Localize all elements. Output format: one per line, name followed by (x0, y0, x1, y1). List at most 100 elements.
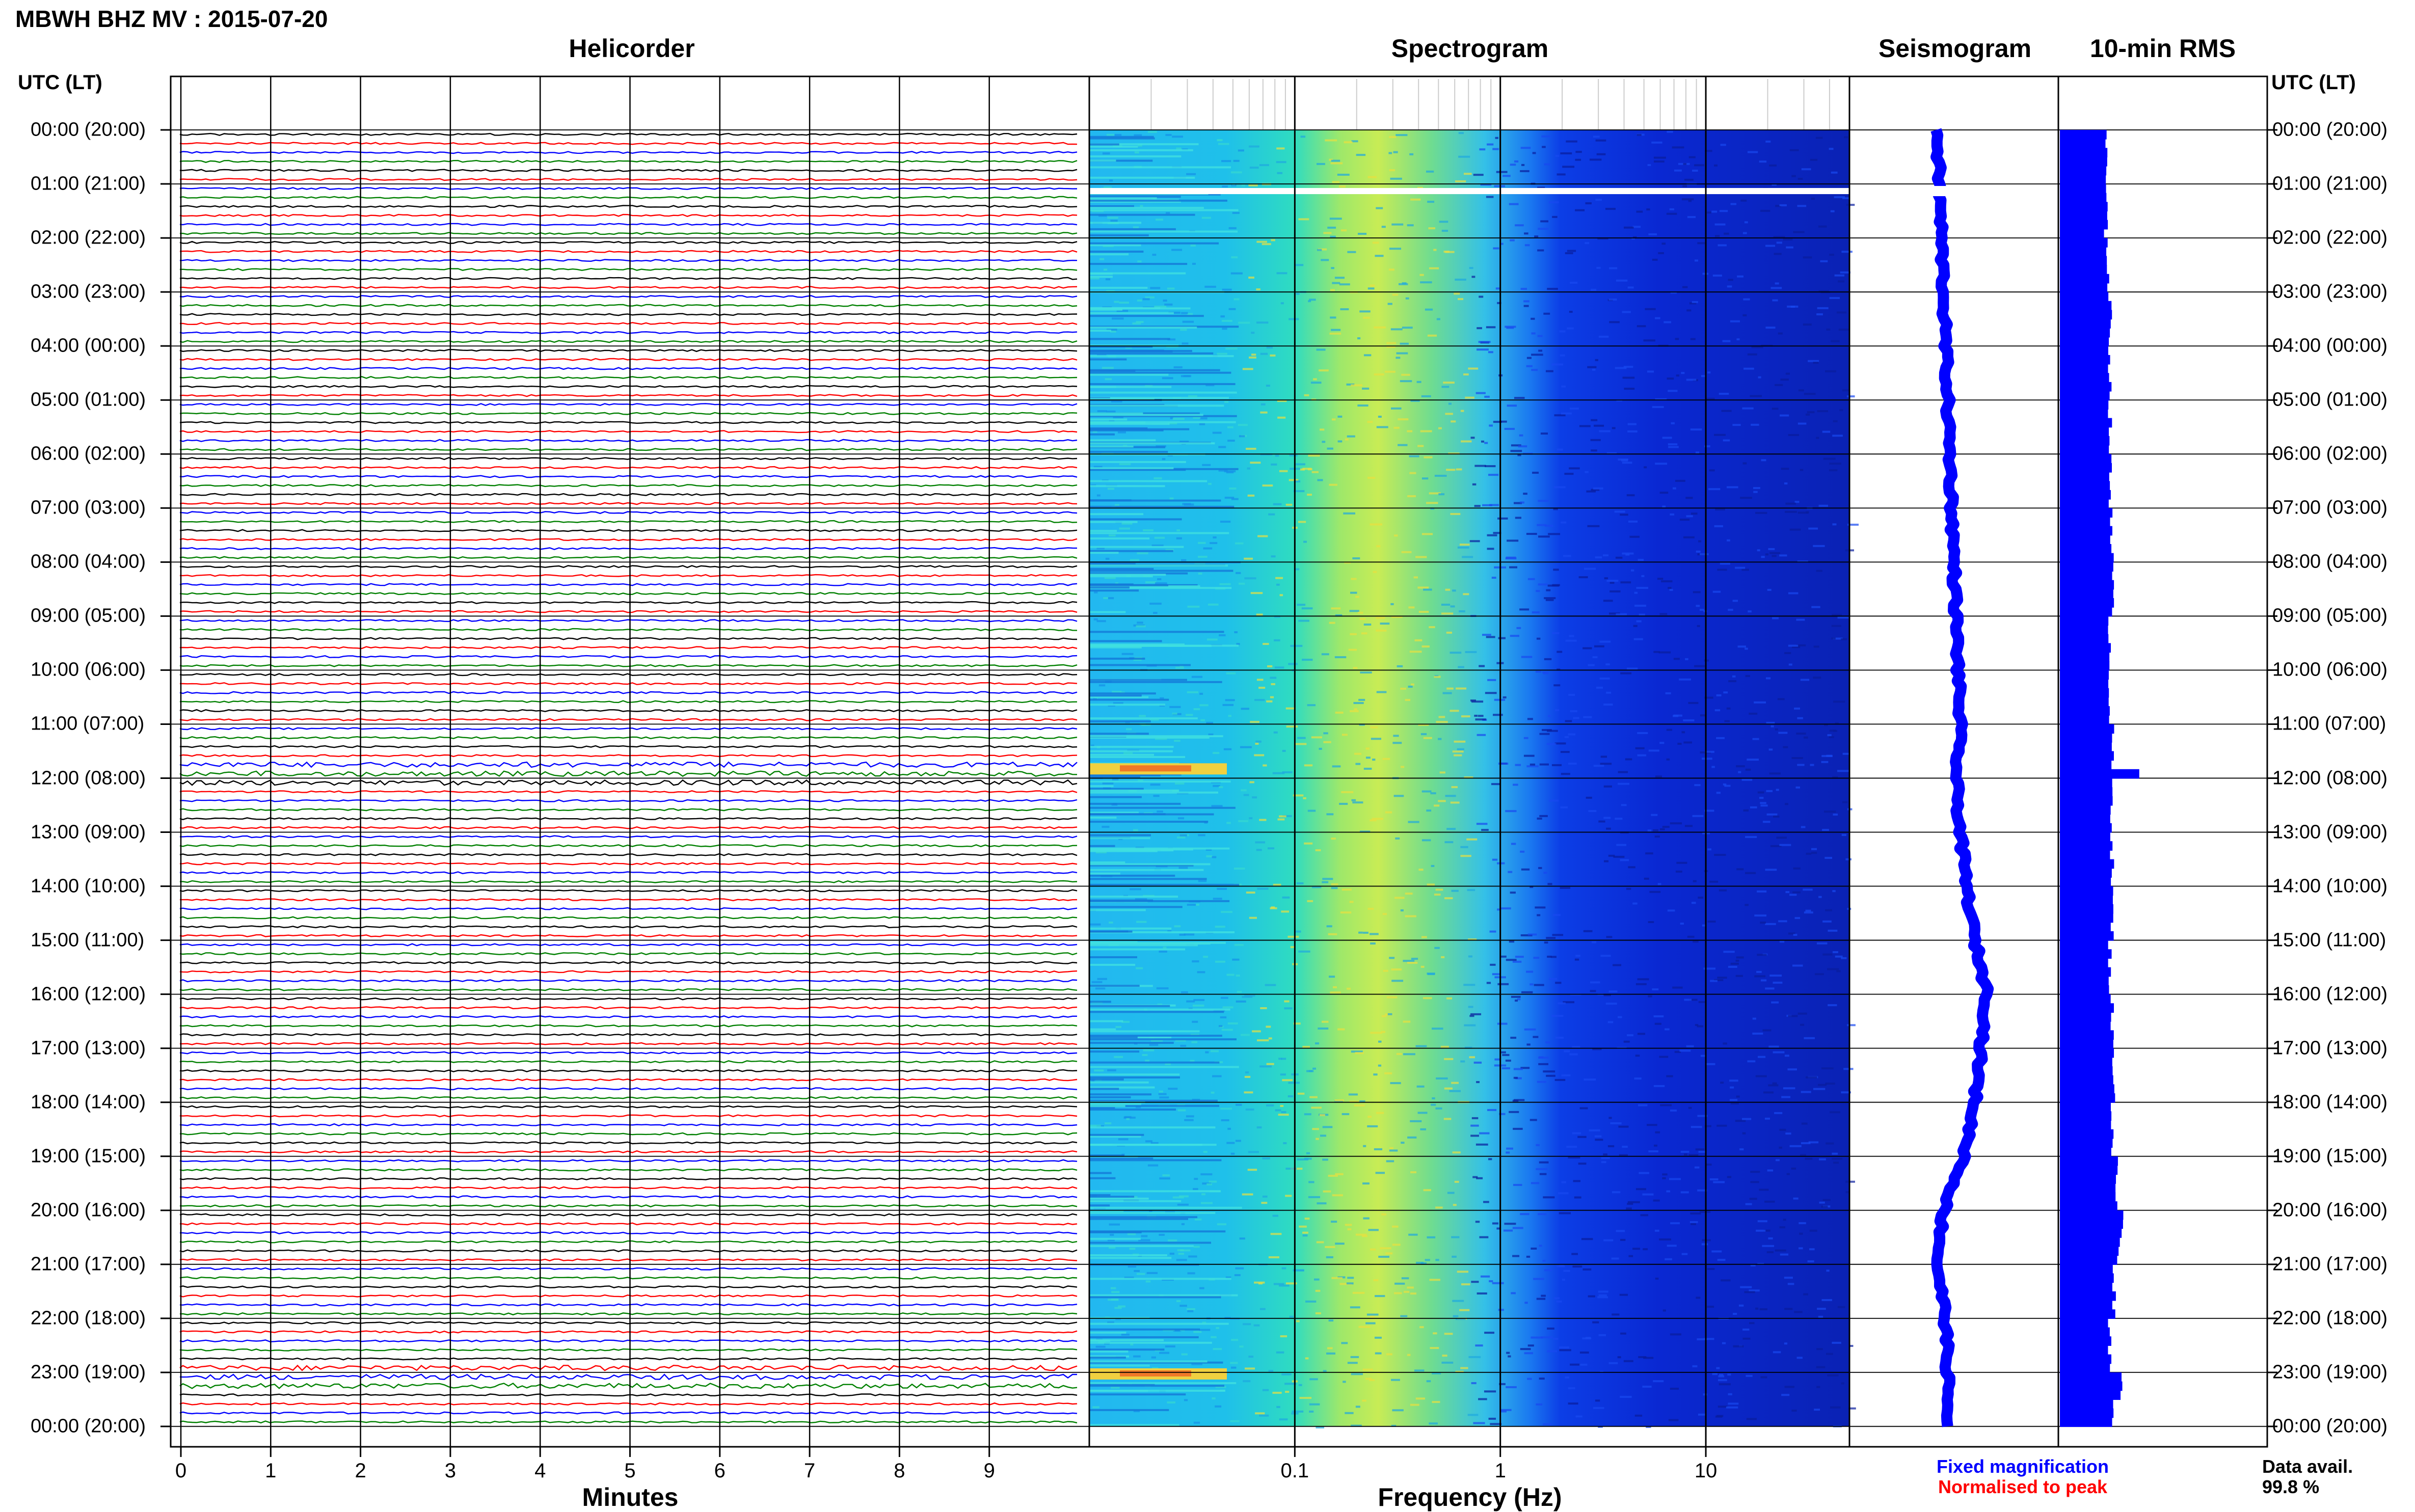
spectrogram-cell (1249, 167, 1259, 169)
spectrogram-band (1089, 883, 1240, 886)
spectrogram-cell (1524, 232, 1528, 235)
hour-label-left: 22:00 (18:00) (31, 1307, 146, 1329)
spectrogram-cell (1719, 889, 1727, 892)
spectrogram-band (1089, 1389, 1225, 1392)
helicorder-trace (179, 1393, 1078, 1397)
spectrogram-cell (1602, 554, 1608, 557)
spectrogram-band (1089, 1172, 1112, 1174)
spectrogram-cell (1347, 1277, 1354, 1279)
spectrogram-cell (1172, 136, 1184, 138)
spectrogram-cell (1457, 546, 1469, 549)
spectrogram-cell (1842, 752, 1849, 755)
spectrogram-cell (1645, 308, 1656, 310)
spectrogram-cell (1489, 1280, 1493, 1282)
rms-bar (2060, 589, 2113, 599)
spectrogram-cell (1801, 1122, 1808, 1125)
spectrogram-cell (1533, 1278, 1544, 1280)
spectrogram-cell (1497, 983, 1509, 985)
spectrogram-cell (1652, 258, 1658, 261)
spectrogram-cell (1295, 463, 1305, 466)
spectrogram-cell (1149, 602, 1162, 605)
spectrogram-cell (1829, 297, 1840, 300)
spectrogram-cell (1433, 249, 1437, 251)
spectrogram-cell (1728, 680, 1737, 683)
spectrogram-cell (1779, 940, 1785, 943)
spectrogram-cell (1461, 715, 1470, 718)
spectrogram-cell (1536, 637, 1541, 640)
spectrogram-cell (1421, 533, 1433, 535)
spectrogram-cell (1823, 457, 1836, 460)
spectrogram-cell (1749, 1289, 1760, 1292)
spectrogram-cell (1184, 1399, 1188, 1401)
spectrogram-cell (1541, 135, 1551, 138)
spectrogram-cell (1697, 1338, 1707, 1340)
spectrogram-cell (1443, 382, 1455, 384)
spectrogram-cell (1325, 1246, 1335, 1248)
spectrogram-cell (1625, 758, 1632, 761)
spectrogram-cell (1349, 610, 1359, 612)
spectrogram-cell (1843, 1068, 1854, 1070)
spectrogram-cell (1232, 958, 1240, 961)
spectrogram-cell (1643, 1248, 1648, 1251)
spectrogram-cell (1778, 732, 1788, 734)
spectrogram-cell (1511, 843, 1516, 845)
helicorder-trace (179, 205, 1078, 208)
spectrogram-cell (1492, 973, 1501, 976)
spectrogram-cell (1687, 935, 1695, 938)
spectrogram-cell (1592, 941, 1597, 943)
spectrogram-cell (1424, 456, 1433, 458)
spectrogram-cell (1697, 625, 1700, 627)
spectrogram-band (1089, 1001, 1111, 1003)
spectrogram-cell (1215, 1405, 1222, 1408)
spectrogram-cell (1331, 1221, 1337, 1223)
spectrogram-cell (1250, 592, 1263, 595)
spectrogram-cell (1385, 1252, 1393, 1255)
spectrogram-band (1089, 1088, 1119, 1090)
spectrogram-cell (1112, 317, 1124, 320)
spectrogram-band (1089, 1035, 1222, 1037)
spectrogram-cell (1638, 1356, 1647, 1358)
spectrogram-cell (1816, 942, 1828, 944)
spectrogram-cell (1554, 486, 1566, 489)
spectrogram-cell (1667, 909, 1675, 912)
spectrogram-cell (1429, 1422, 1438, 1425)
spectrogram-cell (1842, 801, 1848, 803)
spectrogram-cell (1130, 1343, 1134, 1346)
spectrogram-band (1089, 415, 1237, 417)
spectrogram-cell (1218, 469, 1228, 472)
spectrogram-cell (1637, 754, 1647, 757)
spectrogram-cell (1493, 714, 1503, 716)
spectrogram-cell (1750, 1181, 1759, 1183)
spectrogram-cell (1191, 1041, 1198, 1043)
spectrogram-band (1089, 1393, 1186, 1396)
spectrogram-cell (1634, 605, 1647, 607)
spectrogram-cell (1311, 1106, 1322, 1109)
spectrogram-cell (1690, 1212, 1701, 1215)
spectrogram-cell (1559, 1212, 1571, 1214)
spectrogram-cell (1206, 855, 1213, 857)
spectrogram-cell (1704, 1125, 1711, 1127)
spectrogram-cell (1531, 1182, 1540, 1184)
spectrogram-cell (1167, 1401, 1175, 1403)
spectrogram-cell (1530, 886, 1534, 888)
spectrogram-cell (1158, 1093, 1167, 1095)
spectrogram-cell (1356, 154, 1366, 156)
spectrogram-cell (1688, 701, 1699, 704)
spectrogram-cell (1249, 145, 1259, 148)
spectrogram-cell (1510, 635, 1519, 637)
rms-bar (2060, 490, 2111, 500)
spectrogram-cell (1595, 556, 1602, 559)
helicorder-trace (179, 1258, 1078, 1262)
spectrogram-cell (1831, 171, 1838, 174)
spectrogram-cell (1694, 1166, 1700, 1169)
spectrogram-cell (1126, 728, 1132, 731)
spectrogram-cell (1538, 1213, 1547, 1216)
spectrogram-cell (1520, 934, 1533, 936)
spectrogram-cell (1787, 1283, 1794, 1285)
spectrogram-cell (1193, 1246, 1200, 1248)
spectrogram-cell (1413, 576, 1418, 579)
spectrogram-cell (1593, 136, 1600, 138)
spectrogram-cell (1599, 430, 1611, 433)
spectrogram-cell (1661, 580, 1673, 583)
spectrogram-cell (1841, 957, 1847, 959)
